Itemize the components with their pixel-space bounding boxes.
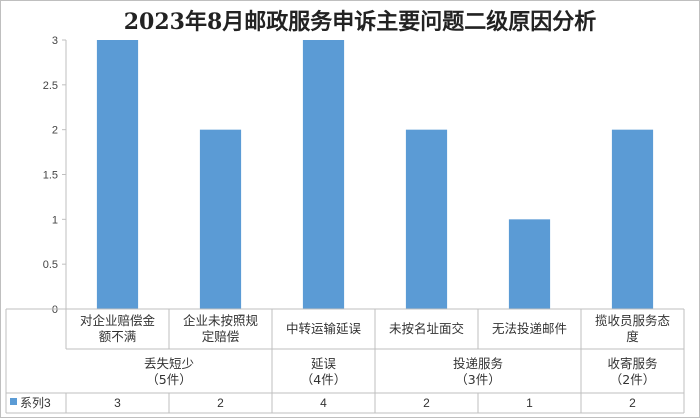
bar: [96, 40, 139, 309]
legend-key: [10, 398, 17, 405]
chart-title: 2023年8月邮政服务申诉主要问题二级原因分析: [124, 9, 597, 35]
bar: [302, 40, 345, 309]
y-tick-label: 0: [52, 304, 58, 316]
y-tick-label: 1: [52, 214, 58, 226]
table-value: 4: [320, 396, 327, 410]
y-tick-label: 1.5: [43, 170, 58, 182]
group-label: 丢失短少: [144, 356, 194, 371]
group-label: （3件）: [455, 372, 500, 387]
category-label: 无法投递邮件: [492, 321, 567, 336]
bar: [405, 129, 448, 309]
group-label: 收寄服务: [607, 356, 657, 371]
group-label: （2件）: [610, 372, 655, 387]
table-value: 2: [629, 396, 636, 410]
y-tick-label: 2.5: [43, 80, 58, 92]
y-tick-label: 0.5: [43, 259, 58, 271]
table-value: 1: [526, 396, 533, 410]
table-value: 2: [423, 396, 430, 410]
group-label: （4件）: [301, 372, 346, 387]
category-label: 额不满: [99, 329, 137, 344]
category-label: 揽收员服务态: [595, 313, 670, 328]
bar: [199, 129, 242, 309]
legend-series-name: 系列3: [20, 396, 51, 410]
category-label: 定赔偿: [202, 329, 240, 344]
table-value: 3: [114, 396, 121, 410]
category-label: 企业未按照规: [183, 313, 258, 328]
category-label: 中转运输延误: [286, 321, 362, 336]
category-label: 度: [626, 329, 639, 344]
y-axis: 0 0.5 1 1.5 2 2.5 3: [43, 35, 67, 316]
y-tick-label: 2: [52, 125, 58, 137]
group-label: 延误: [311, 356, 337, 371]
group-label: 投递服务: [453, 356, 503, 371]
group-label: （5件）: [146, 372, 191, 387]
bars: [96, 40, 654, 309]
y-tick-label: 3: [52, 35, 58, 47]
bar: [508, 219, 551, 309]
category-label: 对企业赔偿金: [80, 313, 156, 328]
table-value: 2: [217, 396, 224, 410]
category-label: 未按名址面交: [389, 321, 464, 336]
bar: [611, 129, 654, 309]
